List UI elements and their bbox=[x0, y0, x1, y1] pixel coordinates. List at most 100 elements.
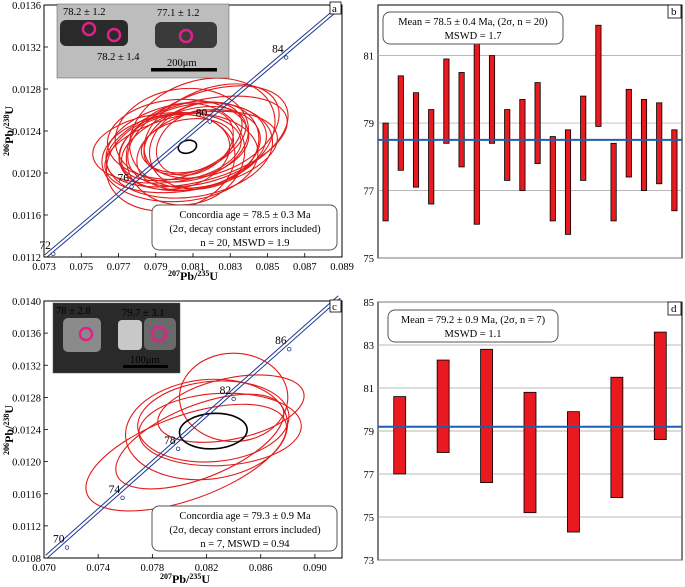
panel-c-inset: 78 ± 2.8 79.7 ± 3.1 100μm bbox=[52, 302, 181, 374]
y-tick-label: 79 bbox=[364, 427, 375, 438]
y-tick-label: 75 bbox=[364, 254, 375, 265]
y-tick-label: 0.0132 bbox=[12, 361, 41, 372]
concordia-curve bbox=[45, 295, 339, 556]
x-axis-label: 207Pb/235U bbox=[160, 572, 210, 586]
x-tick-label: 0.073 bbox=[32, 262, 56, 273]
y-tick-label: 75 bbox=[364, 513, 375, 524]
panel-d-annotation: Mean = 79.2 ± 0.9 Ma, (2σ, n = 7) MSWD =… bbox=[387, 309, 559, 343]
analysis-ellipse bbox=[104, 110, 278, 194]
annotation-line: Mean = 79.2 ± 0.9 Ma, (2σ, n = 7) bbox=[401, 315, 546, 326]
inset-age-label: 78.2 ± 1.2 bbox=[63, 7, 106, 18]
concordia-age-marker bbox=[51, 251, 56, 257]
panel-a-inset: 78.2 ± 1.2 77.1 ± 1.2 78.2 ± 1.4 200μm bbox=[56, 3, 230, 79]
x-tick-label: 0.083 bbox=[218, 262, 242, 273]
panel-label-box bbox=[667, 301, 682, 316]
annotation-line: MSWD = 1.1 bbox=[445, 329, 502, 340]
age-error-bar bbox=[610, 142, 617, 222]
y-tick-label: 0.0120 bbox=[12, 169, 41, 180]
x-tick-label: 0.086 bbox=[249, 563, 273, 574]
age-error-bar bbox=[653, 331, 667, 441]
inset-age-label: 78.2 ± 1.4 bbox=[97, 52, 140, 63]
analysis-ellipse bbox=[85, 403, 288, 512]
panel-b-annotation: Mean = 78.5 ± 0.4 Ma, (2σ, n = 20) MSWD … bbox=[382, 11, 564, 45]
scale-bar bbox=[151, 68, 217, 72]
y-axis-label: 206Pb/238U bbox=[2, 106, 16, 156]
panel-a-y-ticks: 0.0112 0.0116 0.0120 0.0124 0.0128 0.0132 0.01… bbox=[12, 1, 48, 264]
concordia-age-ellipse bbox=[177, 139, 198, 155]
concordia-curve bbox=[47, 297, 341, 558]
panel-label: a bbox=[332, 3, 337, 15]
age-error-bar bbox=[443, 58, 450, 144]
age-error-bar bbox=[671, 129, 678, 212]
y-tick-label: 79 bbox=[364, 119, 375, 130]
x-tick-label: 0.074 bbox=[86, 563, 110, 574]
panel-d: 73 75 77 79 81 83 85 Mean = 79.2 ± 0.9 Ma, (2σ… bbox=[364, 298, 683, 567]
concordia-age-marker bbox=[231, 396, 236, 402]
inset-age-label: 79.7 ± 3.1 bbox=[122, 308, 165, 319]
y-tick-label: 0.0108 bbox=[12, 554, 41, 565]
panel-c-annotation: Concordia age = 79.3 ± 0.9 Ma (2σ, decay… bbox=[151, 505, 338, 552]
annotation-line: n = 20, MSWD = 1.9 bbox=[200, 238, 289, 249]
y-axis-label: 206Pb/238U bbox=[2, 405, 16, 455]
analysis-ellipse bbox=[143, 101, 243, 175]
annotation-line: (2σ, decay constant errors included) bbox=[169, 525, 321, 536]
age-error-bar bbox=[428, 109, 435, 205]
age-error-bar bbox=[397, 75, 404, 171]
annotation-box bbox=[151, 204, 338, 251]
analysis-ellipse bbox=[178, 352, 289, 443]
age-error-bar bbox=[534, 82, 541, 164]
panel-label-box bbox=[667, 4, 682, 19]
annotation-line: Concordia age = 78.5 ± 0.3 Ma bbox=[179, 210, 311, 221]
age-error-bar bbox=[488, 55, 496, 144]
age-error-bar bbox=[549, 136, 556, 222]
y-tick-label: 0.0112 bbox=[13, 522, 42, 533]
annotation-box bbox=[151, 505, 338, 552]
y-tick-label: 0.0116 bbox=[13, 211, 42, 222]
y-tick-label: 0.0116 bbox=[13, 490, 42, 501]
y-tick-label: 77 bbox=[364, 470, 375, 481]
concordia-age-label: 72 bbox=[39, 240, 51, 252]
age-error-bar bbox=[504, 109, 511, 181]
concordia-age-marker bbox=[175, 446, 181, 451]
y-tick-label: 0.0124 bbox=[12, 127, 42, 138]
x-tick-label: 0.081 bbox=[181, 262, 205, 273]
y-tick-label: 0.0124 bbox=[12, 426, 42, 437]
age-error-bar bbox=[580, 95, 587, 181]
inset-age-label: 78 ± 2.8 bbox=[56, 306, 91, 317]
analysis-ellipse bbox=[138, 392, 302, 467]
x-tick-label: 0.085 bbox=[256, 262, 280, 273]
zircon-grain bbox=[118, 320, 142, 350]
concordia-age-label: 70 bbox=[53, 534, 65, 546]
y-tick-label: 0.0128 bbox=[12, 393, 41, 404]
y-tick-label: 73 bbox=[364, 556, 375, 567]
zircon-grain bbox=[144, 318, 176, 350]
analysis-spot-circle bbox=[178, 28, 194, 44]
panel-d-y-ticks: 73 75 77 79 81 83 85 bbox=[364, 298, 375, 567]
age-error-bar bbox=[519, 99, 526, 191]
age-error-bar bbox=[656, 102, 663, 185]
panel-a-x-ticks: 0.073 0.075 0.077 0.079 0.081 0.083 0.085 0.087… bbox=[32, 253, 354, 273]
concordia-age-label: 86 bbox=[275, 335, 287, 347]
y-tick-label: 0.0112 bbox=[13, 253, 42, 264]
age-error-bar bbox=[393, 396, 407, 475]
analysis-spot-circle bbox=[81, 21, 97, 37]
analysis-ellipse bbox=[125, 378, 289, 481]
x-tick-label: 0.089 bbox=[330, 262, 354, 273]
concordia-age-label: 74 bbox=[109, 484, 121, 496]
y-tick-label: 0.0120 bbox=[12, 458, 41, 469]
x-tick-label: 0.070 bbox=[32, 563, 56, 574]
y-tick-label: 81 bbox=[364, 384, 375, 395]
y-tick-label: 77 bbox=[364, 187, 375, 198]
age-error-bar bbox=[595, 24, 602, 127]
panel-c-plot-area: 70 74 78 82 86 bbox=[45, 295, 341, 558]
scale-bar bbox=[123, 365, 168, 368]
y-tick-label: 85 bbox=[364, 298, 375, 309]
y-tick-label: 0.0136 bbox=[12, 329, 41, 340]
panel-c: 70 74 78 82 86 0.070 0.074 0.078 0.082 0.086 0.09… bbox=[2, 295, 343, 586]
annotation-line: (2σ, decay constant errors included) bbox=[169, 224, 321, 235]
annotation-line: Concordia age = 79.3 ± 0.9 Ma bbox=[179, 511, 311, 522]
age-error-bar bbox=[436, 359, 450, 453]
concordia-age-label: 76 bbox=[118, 173, 130, 185]
analysis-ellipse bbox=[127, 85, 289, 188]
y-tick-label: 83 bbox=[364, 341, 375, 352]
